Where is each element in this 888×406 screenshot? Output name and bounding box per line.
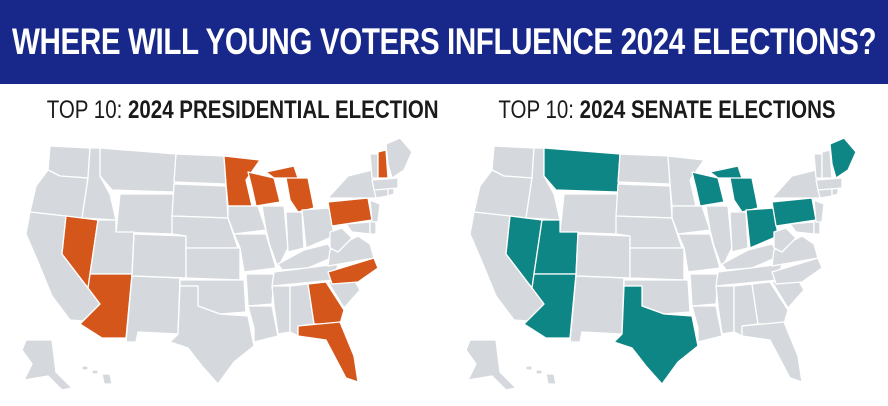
state-ms <box>715 285 735 335</box>
state-me <box>829 137 857 179</box>
state-mt <box>543 147 621 193</box>
state-vt <box>813 153 823 179</box>
state-la <box>691 305 723 343</box>
state-wy <box>115 193 175 235</box>
state-nd <box>173 153 227 185</box>
page-title: WHERE WILL YOUNG VOTERS INFLUENCE 2024 E… <box>11 21 877 62</box>
state-nm <box>125 275 181 343</box>
state-va <box>327 235 375 267</box>
state-in <box>729 211 749 253</box>
state-co <box>575 233 631 279</box>
state-co <box>131 233 187 279</box>
state-tx <box>613 285 699 385</box>
state-va <box>771 235 819 267</box>
state-in <box>285 211 305 253</box>
state-oh <box>745 207 779 249</box>
header-banner: WHERE WILL YOUNG VOTERS INFLUENCE 2024 E… <box>0 0 888 84</box>
presidential-title-bold: 2024 PRESIDENTIAL ELECTION <box>127 96 439 124</box>
state-ia <box>671 205 711 235</box>
state-sd <box>171 183 229 219</box>
state-or <box>29 169 89 219</box>
state-me <box>385 137 413 179</box>
state-nc <box>771 257 823 285</box>
state-ma <box>371 177 399 191</box>
presidential-title-lead: TOP 10: <box>46 96 128 124</box>
state-ak <box>21 339 73 391</box>
state-vt <box>369 153 379 179</box>
presidential-map-title: TOP 10: 2024 PRESIDENTIAL ELECTION <box>46 96 439 125</box>
state-hi <box>81 365 113 385</box>
state-la <box>247 305 279 343</box>
state-nh <box>821 149 833 179</box>
state-nm <box>569 275 625 343</box>
state-wi <box>247 171 281 207</box>
state-fl <box>741 321 803 383</box>
state-mt <box>99 147 177 193</box>
state-ar <box>689 273 719 307</box>
state-mo <box>677 233 721 273</box>
state-oh <box>301 207 335 249</box>
state-wv <box>773 227 797 253</box>
state-ia <box>227 205 267 235</box>
state-ms <box>271 285 291 335</box>
state-ny <box>327 169 377 199</box>
state-wv <box>329 227 353 253</box>
state-il <box>261 205 289 269</box>
presidential-map-panel: TOP 10: 2024 PRESIDENTIAL ELECTION <box>8 92 439 402</box>
state-tx <box>169 285 255 385</box>
state-ga <box>307 281 345 325</box>
state-sd <box>615 183 673 219</box>
state-ga <box>751 281 789 325</box>
state-fl <box>297 321 359 383</box>
state-nc <box>327 257 379 285</box>
state-ma <box>815 177 843 191</box>
senate-us-map <box>465 137 857 391</box>
state-ks <box>185 247 241 281</box>
presidential-us-map <box>21 137 413 391</box>
senate-title-bold: 2024 SENATE ELECTIONS <box>579 96 836 124</box>
state-nh <box>377 149 389 179</box>
state-wy <box>559 193 619 235</box>
state-or <box>473 169 533 219</box>
state-nd <box>617 153 671 185</box>
state-ar <box>245 273 275 307</box>
state-nj <box>369 199 381 223</box>
state-ny <box>771 169 821 199</box>
state-wi <box>691 171 725 207</box>
senate-title-lead: TOP 10: <box>498 96 580 124</box>
state-nj <box>813 199 825 223</box>
state-il <box>705 205 733 269</box>
state-ak <box>465 339 517 391</box>
state-hi <box>525 365 557 385</box>
senate-map-title: TOP 10: 2024 SENATE ELECTIONS <box>491 96 844 125</box>
state-mo <box>233 233 277 273</box>
state-ks <box>629 247 685 281</box>
senate-map-panel: TOP 10: 2024 SENATE ELECTIONS <box>452 92 882 402</box>
